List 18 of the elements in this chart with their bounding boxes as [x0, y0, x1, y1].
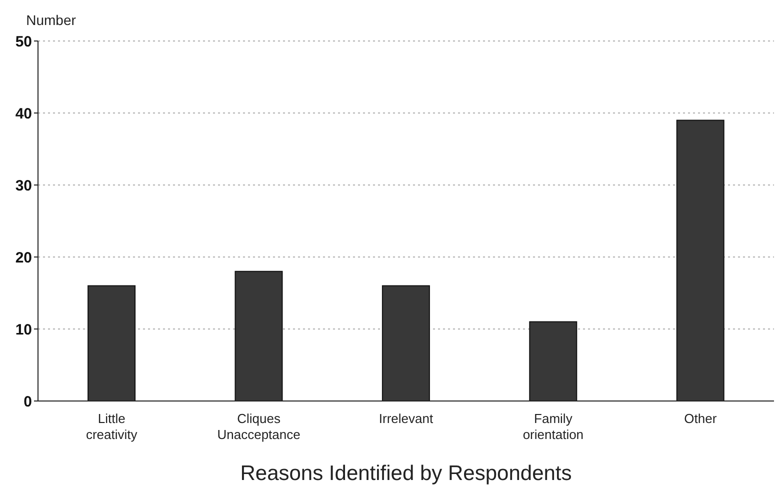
- bar: [234, 270, 283, 401]
- x-tick-label: Little creativity: [86, 411, 138, 442]
- x-tick-label: Other: [684, 411, 718, 426]
- y-tick-label: 40: [15, 105, 32, 122]
- x-axis-title: Reasons Identified by Respondents: [240, 462, 572, 485]
- y-tick-label: 30: [15, 177, 32, 194]
- y-tick-label: 0: [24, 393, 32, 410]
- bar: [676, 120, 724, 401]
- bar: [382, 285, 430, 401]
- x-tick-label: Cliques Unacceptance: [217, 411, 300, 442]
- bar: [88, 285, 136, 401]
- y-tick-label: 20: [15, 249, 32, 266]
- x-tick-label: Irrelevant: [378, 411, 434, 426]
- y-axis-title: Number: [26, 12, 76, 28]
- y-tick-label: 10: [15, 321, 32, 338]
- bar: [529, 321, 578, 401]
- y-tick-label: 50: [15, 33, 32, 50]
- x-tick-label: Family orientation: [522, 411, 584, 442]
